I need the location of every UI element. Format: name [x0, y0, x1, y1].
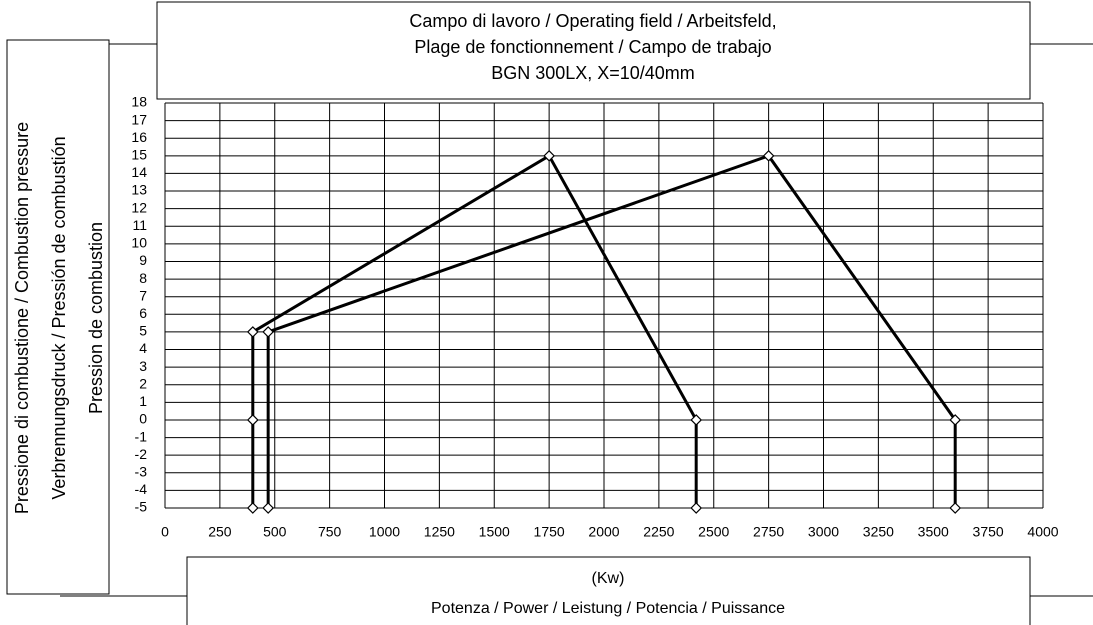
x-tick-label: 2750 [753, 524, 784, 540]
point-marker [949, 414, 962, 426]
x-tick-label: 4000 [1027, 524, 1058, 540]
point-marker [690, 414, 703, 426]
point-marker [762, 149, 775, 162]
y-tick-label: 15 [131, 147, 147, 163]
x-tick-label: 1500 [479, 524, 510, 540]
point-marker [262, 502, 275, 514]
y-tick-label: 8 [139, 270, 147, 286]
chart-title: Plage de fonctionnement / Campo de traba… [414, 37, 771, 57]
y-tick-label: 11 [132, 217, 147, 233]
x-tick-label: 1250 [424, 524, 455, 540]
x-tick-label: 500 [263, 524, 287, 540]
ylabel-box [6, 39, 110, 595]
y-tick-label: 9 [139, 252, 147, 268]
x-axis-label: Potenza / Power / Leistung / Potencia / … [431, 600, 785, 617]
x-tick-label: 2000 [588, 524, 619, 540]
y-tick-label: 16 [131, 129, 147, 145]
point-marker [246, 414, 259, 426]
y-tick-label: -1 [135, 428, 148, 444]
x-tick-label: 3750 [973, 524, 1004, 540]
title-box [156, 1, 1031, 100]
x-tick-label: 250 [208, 524, 232, 540]
y-tick-label: 17 [131, 111, 147, 127]
y-tick-label: 6 [139, 305, 147, 321]
x-tick-label: 3250 [863, 524, 894, 540]
point-marker [949, 502, 962, 514]
series-line [251, 153, 698, 508]
point-marker [543, 149, 555, 162]
chart-title: Campo di lavoro / Operating field / Arbe… [409, 11, 776, 31]
x-tick-label: 1000 [369, 524, 400, 540]
x-tick-label: 0 [161, 524, 169, 540]
xlabel-box [186, 556, 1031, 625]
y-tick-label: 4 [139, 340, 147, 356]
x-tick-label: 3000 [808, 524, 839, 540]
y-tick-label: 2 [139, 375, 147, 391]
y-tick-label: -4 [135, 481, 148, 497]
y-tick-label: 3 [139, 358, 147, 374]
y-tick-label: 14 [131, 164, 147, 180]
x-axis-label: (Kw) [592, 570, 625, 587]
y-axis-label: Pression de combustion [86, 222, 106, 414]
y-tick-label: -5 [135, 499, 148, 515]
y-tick-label: 5 [139, 323, 147, 339]
y-axis-label: Verbrennungsdruck / Pressión de combusti… [49, 136, 69, 499]
x-tick-label: 3500 [918, 524, 949, 540]
y-tick-label: 7 [139, 287, 147, 303]
point-marker [262, 326, 275, 338]
point-marker [690, 502, 703, 514]
x-tick-label: 2250 [643, 524, 674, 540]
x-tick-label: 1750 [534, 524, 565, 540]
y-tick-label: 12 [131, 199, 147, 215]
y-tick-label: 10 [131, 235, 147, 251]
y-axis-label: Pressione di combustione / Combustion pr… [12, 122, 32, 514]
y-tick-label: 13 [131, 182, 147, 198]
point-marker [246, 502, 259, 514]
y-tick-label: -3 [135, 463, 148, 479]
y-tick-label: 18 [131, 94, 147, 110]
point-marker [246, 326, 259, 338]
y-tick-label: -2 [135, 446, 148, 462]
chart-title: BGN 300LX, X=10/40mm [491, 63, 695, 83]
x-tick-label: 2500 [698, 524, 729, 540]
x-tick-label: 750 [318, 524, 342, 540]
y-tick-label: 0 [139, 411, 147, 427]
y-tick-label: 1 [139, 393, 147, 409]
